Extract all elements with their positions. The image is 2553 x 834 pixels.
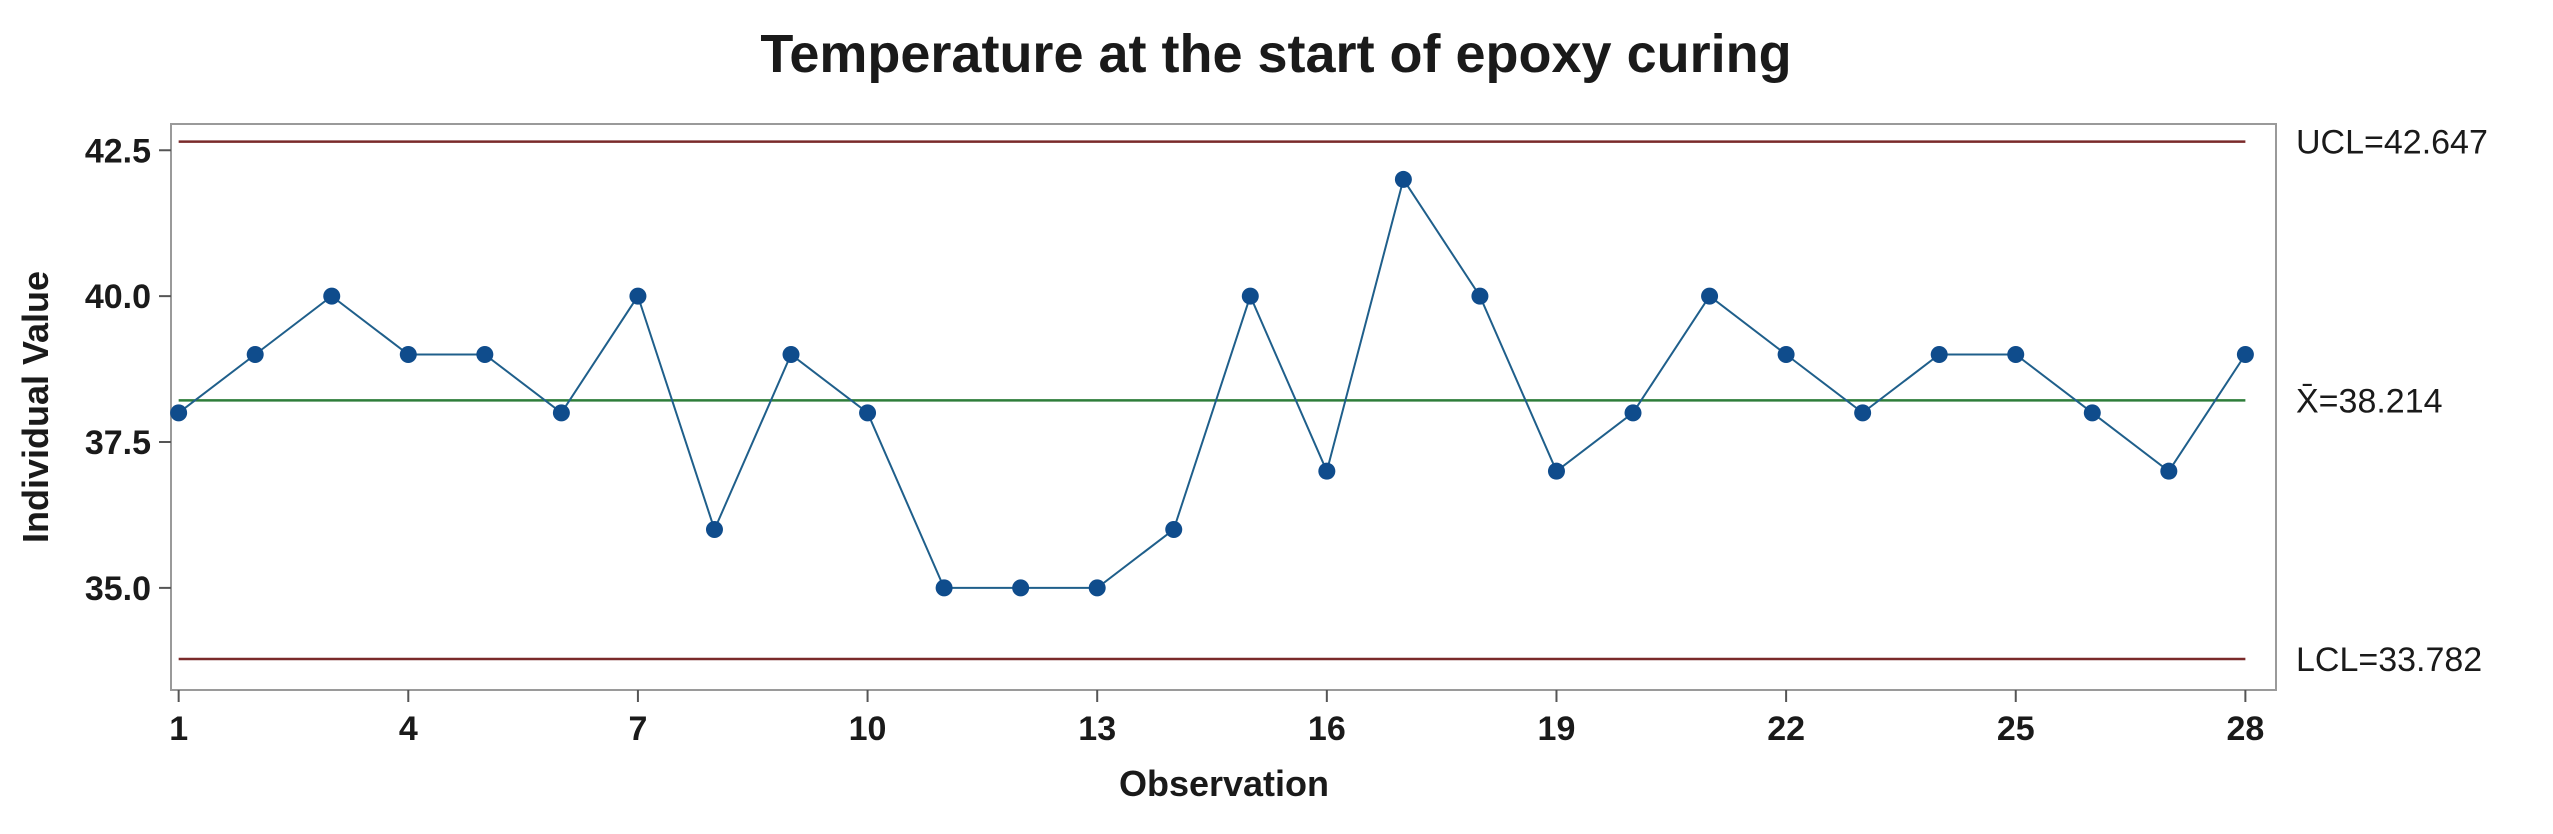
series-layer bbox=[170, 170, 2254, 597]
x-tick-label: 28 bbox=[2226, 710, 2264, 748]
data-point bbox=[1088, 579, 1106, 597]
data-point bbox=[1624, 404, 1642, 422]
data-point bbox=[1547, 462, 1565, 480]
x-tick-label: 25 bbox=[1997, 710, 2035, 748]
data-point bbox=[1394, 170, 1412, 188]
chart-title: Temperature at the start of epoxy curing bbox=[760, 24, 1791, 84]
data-point bbox=[935, 579, 953, 597]
data-point bbox=[476, 345, 494, 363]
x-tick-label: 19 bbox=[1538, 710, 1576, 748]
data-point bbox=[1777, 345, 1795, 363]
series-line bbox=[178, 176, 2247, 589]
data-point bbox=[859, 404, 877, 422]
x-axis-label: Observation bbox=[1119, 763, 1329, 804]
data-point bbox=[170, 404, 188, 422]
data-point bbox=[246, 345, 264, 363]
data-point bbox=[1165, 521, 1183, 539]
data-point bbox=[1701, 287, 1719, 305]
data-point bbox=[323, 287, 341, 305]
data-point bbox=[1241, 287, 1259, 305]
data-point bbox=[2083, 404, 2101, 422]
data-point bbox=[782, 345, 800, 363]
x-tick-label: 16 bbox=[1308, 710, 1346, 748]
x-tick-label: 22 bbox=[1767, 710, 1805, 748]
data-point bbox=[705, 521, 723, 539]
y-tick-label: 37.5 bbox=[85, 424, 151, 462]
center-label: X̄=38.214 bbox=[2296, 382, 2443, 420]
lcl-label: LCL=33.782 bbox=[2296, 641, 2482, 679]
x-axis-ticks: 1 4 7 10 13 16 19 22 25 28 bbox=[169, 690, 2264, 748]
data-point bbox=[1012, 579, 1030, 597]
x-tick-label: 7 bbox=[628, 710, 647, 748]
data-point bbox=[1854, 404, 1872, 422]
plot-area-frame bbox=[170, 123, 2277, 691]
x-tick-label: 13 bbox=[1078, 710, 1116, 748]
y-tick-label: 40.0 bbox=[85, 278, 151, 316]
control-limit-labels: UCL=42.647 X̄=38.214 LCL=33.782 bbox=[2296, 124, 2488, 679]
y-tick-label: 42.5 bbox=[85, 132, 151, 170]
data-point bbox=[2160, 462, 2178, 480]
data-point bbox=[399, 345, 417, 363]
y-axis-label: Individual Value bbox=[15, 271, 56, 543]
x-tick-label: 10 bbox=[849, 710, 887, 748]
data-point bbox=[1318, 462, 1336, 480]
y-axis-ticks: 35.0 37.5 40.0 42.5 bbox=[85, 132, 171, 608]
y-tick-label: 35.0 bbox=[85, 570, 151, 608]
x-tick-label: 1 bbox=[169, 710, 188, 748]
ucl-label: UCL=42.647 bbox=[2296, 124, 2488, 162]
data-point bbox=[1930, 345, 1948, 363]
x-tick-label: 4 bbox=[399, 710, 418, 748]
data-point bbox=[552, 404, 570, 422]
data-point bbox=[1471, 287, 1489, 305]
data-point bbox=[2007, 345, 2025, 363]
control-limit-lines bbox=[178, 140, 2246, 661]
data-point bbox=[2236, 345, 2254, 363]
data-point bbox=[629, 287, 647, 305]
